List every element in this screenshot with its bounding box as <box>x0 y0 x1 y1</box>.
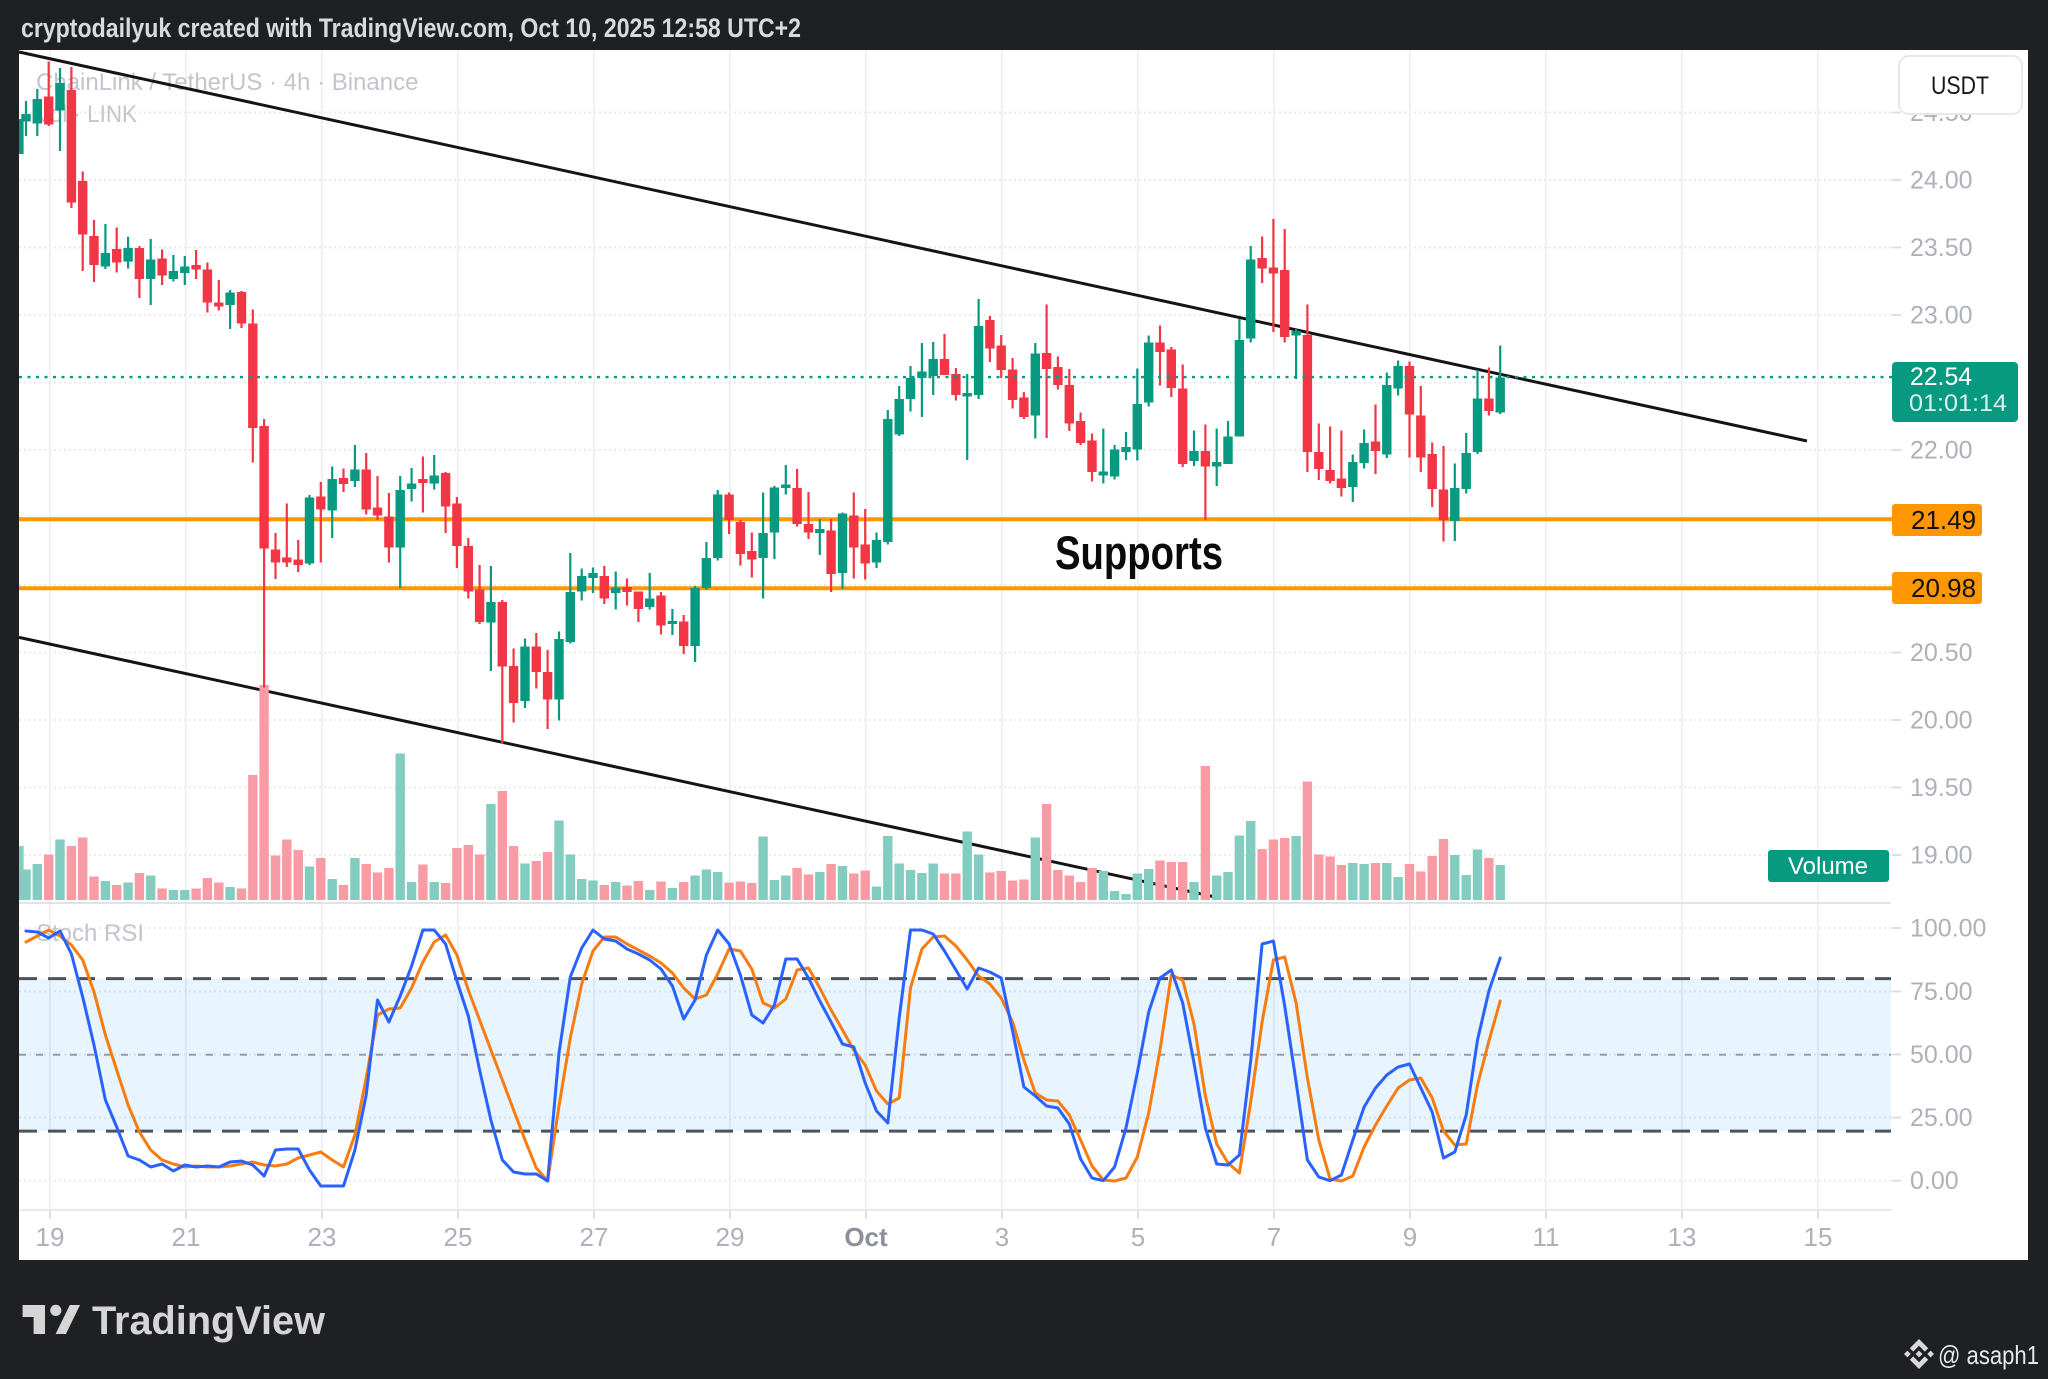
svg-text:5: 5 <box>1131 1222 1145 1252</box>
svg-text:19.50: 19.50 <box>1910 774 1973 802</box>
svg-text:25: 25 <box>444 1222 473 1252</box>
svg-text:TradingView: TradingView <box>92 1299 326 1343</box>
svg-text:100.00: 100.00 <box>1910 915 1986 943</box>
svg-text:22.00: 22.00 <box>1910 437 1973 465</box>
svg-text:01:01:14: 01:01:14 <box>1909 390 2007 417</box>
svg-text:22.54: 22.54 <box>1910 363 1972 391</box>
svg-text:24.00: 24.00 <box>1910 167 1973 195</box>
svg-text:27: 27 <box>580 1222 609 1252</box>
svg-text:75.00: 75.00 <box>1910 978 1973 1006</box>
svg-text:50.00: 50.00 <box>1910 1041 1973 1069</box>
svg-text:13: 13 <box>1668 1222 1697 1252</box>
svg-text:23.50: 23.50 <box>1910 234 1973 262</box>
svg-text:29: 29 <box>716 1222 745 1252</box>
svg-text:15: 15 <box>1804 1222 1833 1252</box>
svg-text:19: 19 <box>36 1222 65 1252</box>
svg-text:23: 23 <box>308 1222 337 1252</box>
svg-text:@ asaph1: @ asaph1 <box>1938 1340 2039 1370</box>
svg-text:9: 9 <box>1403 1222 1417 1252</box>
svg-text:0.00: 0.00 <box>1910 1167 1959 1195</box>
svg-text:7: 7 <box>1267 1222 1281 1252</box>
svg-text:25.00: 25.00 <box>1910 1104 1973 1132</box>
svg-text:Oct: Oct <box>844 1222 888 1252</box>
svg-text:Volume: Volume <box>1788 853 1868 880</box>
svg-text:11: 11 <box>1533 1222 1560 1252</box>
svg-text:21: 21 <box>172 1222 201 1252</box>
svg-text:3: 3 <box>995 1222 1009 1252</box>
svg-text:USDT: USDT <box>1931 72 1989 100</box>
svg-text:Supports: Supports <box>1055 526 1223 579</box>
svg-text:20.00: 20.00 <box>1910 707 1973 735</box>
svg-text:cryptodailyuk created with Tra: cryptodailyuk created with TradingView.c… <box>21 13 801 43</box>
svg-text:23.00: 23.00 <box>1910 302 1973 330</box>
svg-text:20.50: 20.50 <box>1910 639 1973 667</box>
svg-text:19.00: 19.00 <box>1910 842 1973 870</box>
svg-text:20.98: 20.98 <box>1911 573 1976 603</box>
svg-text:ChainLink / TetherUS · 4h · Bi: ChainLink / TetherUS · 4h · Binance <box>36 69 418 96</box>
svg-text:21.49: 21.49 <box>1911 505 1976 535</box>
